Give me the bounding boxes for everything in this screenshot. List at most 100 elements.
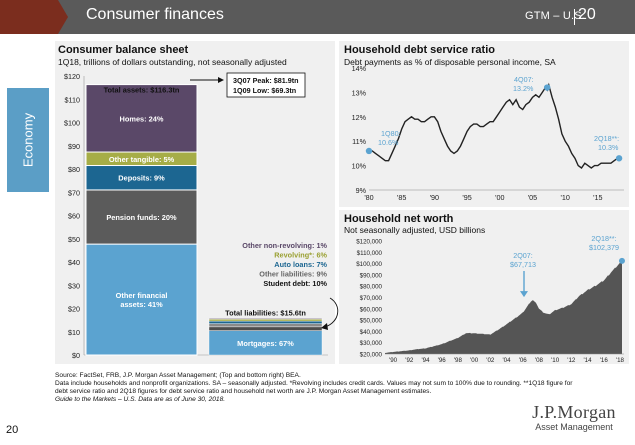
debt-x-tick-label: '00 xyxy=(495,193,504,202)
liability-legend-item: Student debt: 10% xyxy=(263,279,327,288)
networth-x-tick-label: '10 xyxy=(551,357,560,364)
balance-y-tick-label: $70 xyxy=(68,188,80,197)
balance-y-tick-label: $110 xyxy=(65,95,80,104)
footer-guide: Guide to the Markets – U.S. Data are as … xyxy=(55,396,226,403)
networth-x-tick-label: '96 xyxy=(438,357,447,364)
networth-x-tick-label: '94 xyxy=(421,357,430,364)
net-worth-title: Household net worth xyxy=(344,213,454,225)
networth-y-tick-label: $60,000 xyxy=(360,306,383,313)
debt-x-tick-label: '05 xyxy=(528,193,537,202)
debt-x-tick-label: '90 xyxy=(430,193,439,202)
logo-wordmark: J.P.Morgan xyxy=(532,402,616,422)
page-title: Consumer finances xyxy=(86,6,224,23)
balance-y-tick-label: $10 xyxy=(68,328,80,337)
section-label: GTM – U.S. xyxy=(525,10,586,22)
header-divider xyxy=(574,9,575,25)
peak-label: 3Q07 Peak: $81.9tn xyxy=(233,76,299,85)
networth-x-tick-label: '98 xyxy=(454,357,463,364)
header-bar: Consumer finances GTM – U.S. 20 xyxy=(0,0,635,34)
debt-x-tick-label: '85 xyxy=(397,193,406,202)
footer-source: Source: FactSet, FRB, J.P. Morgan Asset … xyxy=(55,372,301,379)
balance-y-tick-label: $30 xyxy=(68,281,80,290)
debt-service-subtitle: Debt payments as % of disposable persona… xyxy=(344,57,556,67)
liability-legend-item: Revolving*: 6% xyxy=(274,251,327,260)
networth-x-tick-label: '14 xyxy=(584,357,593,364)
networth-annotation-label: 2Q07: xyxy=(513,251,533,260)
debt-annotation-marker xyxy=(365,147,373,155)
networth-y-tick-label: $40,000 xyxy=(360,329,383,336)
networth-x-tick-label: '00 xyxy=(470,357,479,364)
debt-y-tick-label: 10% xyxy=(352,162,367,171)
debt-x-tick-label: '10 xyxy=(560,193,569,202)
debt-annotation-marker xyxy=(543,84,551,91)
networth-x-tick-label: '92 xyxy=(405,357,414,364)
liability-bar-segment xyxy=(208,320,323,324)
debt-annotation-marker xyxy=(615,155,623,162)
networth-y-tick-label: $100,000 xyxy=(356,261,382,268)
liability-bar-segment xyxy=(208,323,323,328)
liability-bar-segment xyxy=(208,326,323,331)
balance-y-tick-label: $120 xyxy=(64,72,80,81)
balance-y-tick-label: $100 xyxy=(64,119,80,128)
networth-y-tick-label: $70,000 xyxy=(360,295,383,302)
balance-y-tick-label: $40 xyxy=(68,258,80,267)
total-assets-label: Total assets: $116.3tn xyxy=(104,86,180,95)
total-liabilities-label: Total liabilities: $15.6tn xyxy=(225,309,306,318)
low-label: 1Q09 Low: $69.3tn xyxy=(233,86,296,95)
debt-annotation-value: 10.6% xyxy=(378,138,399,147)
networth-x-tick-label: '90 xyxy=(389,357,398,364)
footer-notes: Source: FactSet, FRB, J.P. Morgan Asset … xyxy=(55,372,575,404)
net-worth-subtitle: Not seasonally adjusted, USD billions xyxy=(344,225,486,235)
debt-x-tick-label: '15 xyxy=(593,193,602,202)
debt-y-tick-label: 9% xyxy=(356,186,367,195)
debt-y-tick-label: 11% xyxy=(352,137,366,146)
liability-legend-item: Other liabilities: 9% xyxy=(259,270,327,279)
networth-annotation-arrowhead xyxy=(520,291,528,298)
debt-annotation-label: 2Q18**: xyxy=(594,134,619,143)
balance-sheet-title: Consumer balance sheet xyxy=(58,44,189,56)
debt-annotation-label: 1Q80: xyxy=(381,129,401,138)
debt-annotation-value: 10.3% xyxy=(598,143,619,152)
balance-sheet-subtitle: 1Q18, trillions of dollars outstanding, … xyxy=(58,57,287,67)
networth-annotation-marker xyxy=(618,257,625,264)
side-tab: Economy xyxy=(7,88,49,192)
debt-annotation-value: 13.2% xyxy=(513,84,534,93)
header-page-number: 20 xyxy=(578,6,596,23)
jpmorgan-logo: J.P.Morgan Asset Management xyxy=(520,402,628,432)
page-number: 20 xyxy=(6,424,19,436)
asset-segment-label: assets: 41% xyxy=(120,300,163,309)
networth-y-tick-label: $20,000 xyxy=(360,352,383,359)
debt-annotation-label: 4Q07: xyxy=(514,75,534,84)
debt-y-tick-label: 12% xyxy=(352,113,367,122)
asset-segment-label: Deposits: 9% xyxy=(118,174,165,183)
networth-y-tick-label: $120,000 xyxy=(356,239,382,246)
liability-bar-segment xyxy=(208,330,323,356)
networth-annotation-value: $102,379 xyxy=(589,243,619,252)
debt-service-panel: Household debt service ratio Debt paymen… xyxy=(339,41,629,207)
networth-x-tick-label: '16 xyxy=(600,357,609,364)
networth-x-tick-label: '12 xyxy=(567,357,576,364)
debt-service-line xyxy=(369,82,620,169)
networth-y-tick-label: $80,000 xyxy=(360,284,383,291)
networth-y-tick-label: $110,000 xyxy=(357,250,383,257)
asset-bar-segment xyxy=(85,189,198,245)
asset-bar-segment xyxy=(85,165,198,191)
asset-bar-segment xyxy=(85,243,198,356)
balance-y-tick-label: $60 xyxy=(68,212,80,221)
networth-y-tick-label: $90,000 xyxy=(360,272,383,279)
networth-x-tick-label: '06 xyxy=(519,357,528,364)
networth-x-tick-label: '04 xyxy=(502,357,511,364)
asset-segment-label: Homes: 24% xyxy=(120,114,164,123)
networth-x-tick-label: '18 xyxy=(616,357,625,364)
liability-callout-arrow xyxy=(324,297,339,328)
asset-segment-label: Pension funds: 20% xyxy=(106,213,177,222)
balance-y-tick-label: $0 xyxy=(72,351,80,360)
networth-annotation-label: 2Q18**: xyxy=(591,234,616,243)
balance-y-tick-label: $90 xyxy=(68,142,80,151)
balance-y-tick-label: $80 xyxy=(68,165,80,174)
mortgages-label: Mortgages: 67% xyxy=(237,339,294,348)
debt-y-tick-label: 13% xyxy=(352,88,367,97)
asset-segment-label: Other financial xyxy=(116,291,168,300)
